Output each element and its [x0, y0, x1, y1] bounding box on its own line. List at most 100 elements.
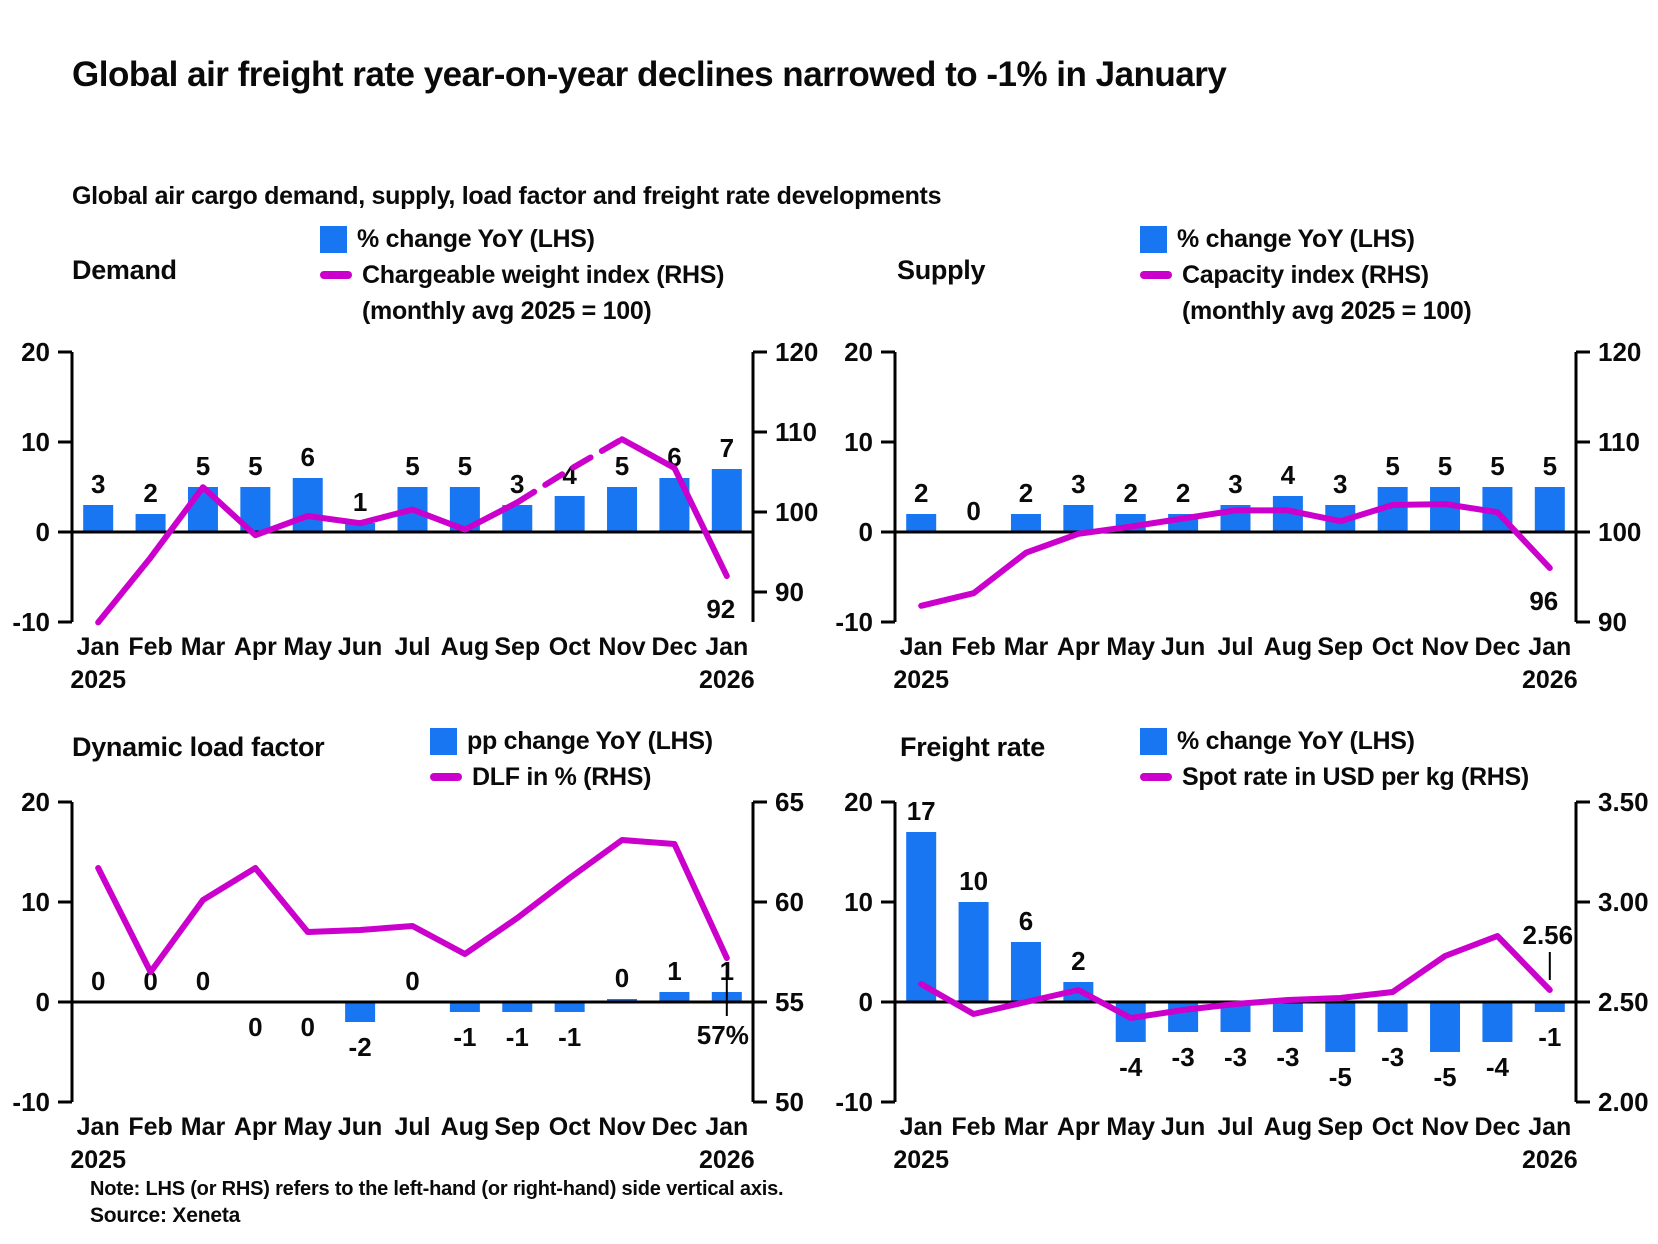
- bar-label: 3: [1333, 469, 1347, 499]
- right-tick-label: 110: [1598, 427, 1640, 457]
- bar: [1010, 942, 1041, 1002]
- bar-label: 2: [1123, 478, 1137, 508]
- bar-label: 10: [959, 866, 988, 896]
- bar-label: 5: [1490, 451, 1504, 481]
- legend-label: % change YoY (LHS): [1177, 726, 1415, 755]
- bars-group: 17 10 6 2 -4 -3 -3 -3 -5 -3 -5 -4 -1: [906, 796, 1565, 1092]
- year-label: 2026: [1522, 666, 1578, 694]
- bar-label: 5: [458, 451, 472, 481]
- bar-label: 0: [248, 1012, 262, 1042]
- right-tick-label: 3.00: [1598, 887, 1649, 917]
- bar-label: -1: [1538, 1022, 1561, 1052]
- month-label: Jan: [77, 633, 120, 661]
- bar-label: 5: [1543, 451, 1557, 481]
- legend-row: % change YoY (LHS): [1140, 224, 1471, 254]
- legend-row: Chargeable weight index (RHS): [320, 260, 724, 290]
- bar-label: 7: [720, 433, 734, 463]
- bar-label: -5: [1329, 1062, 1352, 1092]
- bar-label: 2: [1176, 478, 1190, 508]
- month-label: Jun: [1161, 1113, 1205, 1141]
- month-label: Jan: [77, 1113, 120, 1141]
- legend-label: % change YoY (LHS): [357, 224, 595, 253]
- line-series-swatch-icon: [1140, 271, 1172, 279]
- legend-note: (monthly avg 2025 = 100): [362, 296, 652, 325]
- line-end-label: 96: [1529, 586, 1558, 616]
- bar-label: -4: [1486, 1052, 1510, 1082]
- legend-row: (monthly avg 2025 = 100): [320, 296, 724, 326]
- month-label: Oct: [549, 1113, 591, 1141]
- bar-series-swatch-icon: [320, 225, 347, 253]
- right-tick-label: 2.00: [1598, 1087, 1649, 1117]
- left-tick-label: -10: [12, 607, 50, 637]
- line-series: [619, 436, 730, 579]
- right-tick-label: 90: [1598, 607, 1627, 637]
- right-tick-label: 2.50: [1598, 987, 1649, 1017]
- legend-note: (monthly avg 2025 = 100): [1182, 296, 1472, 325]
- bar-label: 2: [143, 478, 157, 508]
- bar: [1010, 514, 1041, 532]
- bar-label: 5: [1438, 451, 1452, 481]
- month-label: Jun: [1161, 633, 1205, 661]
- bar-label: 2: [1071, 946, 1085, 976]
- legend-label: pp change YoY (LHS): [467, 726, 713, 755]
- bar-label: 5: [615, 451, 629, 481]
- right-tick-label: 100: [775, 497, 818, 527]
- year-label: 2025: [893, 666, 949, 694]
- month-label: Mar: [1004, 1113, 1049, 1141]
- bar: [1272, 1002, 1303, 1032]
- bar: [502, 1002, 533, 1012]
- legend-label: Capacity index (RHS): [1182, 260, 1429, 289]
- month-label: Apr: [234, 633, 277, 661]
- month-label: May: [1106, 633, 1155, 661]
- bar-label: 6: [1019, 906, 1033, 936]
- freight-legend: % change YoY (LHS) Spot rate in USD per …: [1140, 726, 1529, 792]
- line-series-swatch-icon: [1140, 773, 1172, 781]
- bar-label: -4: [1119, 1052, 1143, 1082]
- legend-row: pp change YoY (LHS): [430, 726, 713, 756]
- month-label: Nov: [1421, 633, 1468, 661]
- bar-label: 4: [1281, 460, 1296, 490]
- bar: [1534, 1002, 1565, 1012]
- month-label: May: [283, 633, 332, 661]
- bar-label: 0: [405, 966, 419, 996]
- month-label: Jun: [338, 1113, 382, 1141]
- month-label: Oct: [1372, 1113, 1414, 1141]
- left-tick-label: 10: [844, 887, 873, 917]
- bar-label: -1: [558, 1022, 581, 1052]
- legend-label: Chargeable weight index (RHS): [362, 260, 725, 289]
- bar-label: 5: [196, 451, 210, 481]
- line-series-swatch-icon: [430, 773, 462, 781]
- year-label: 2026: [699, 1146, 755, 1174]
- source-label: Source: Xeneta: [90, 1204, 241, 1227]
- year-label: 2026: [1522, 1146, 1578, 1174]
- left-tick-label: 20: [21, 337, 50, 367]
- month-label: Mar: [1004, 633, 1049, 661]
- month-label: Nov: [598, 1113, 645, 1141]
- bar-label: 3: [510, 469, 524, 499]
- bar-label: -1: [453, 1022, 476, 1052]
- right-tick-label: 120: [775, 337, 818, 367]
- line-end-label: 2.56: [1523, 920, 1574, 950]
- bar-label: 0: [615, 963, 629, 993]
- month-label: Dec: [651, 1113, 697, 1141]
- month-label: Sep: [1317, 633, 1363, 661]
- month-label: Jan: [705, 633, 748, 661]
- month-label: Aug: [441, 1113, 490, 1141]
- freight-panel-title: Freight rate: [900, 732, 1045, 762]
- month-label: Sep: [1317, 1113, 1363, 1141]
- line-series: [918, 501, 1553, 609]
- bar-label: 1: [667, 956, 681, 986]
- month-label: Jan: [900, 1113, 943, 1141]
- month-label: Mar: [181, 633, 226, 661]
- bar: [1482, 1002, 1513, 1042]
- bar-label: 3: [1228, 469, 1242, 499]
- bar: [1377, 1002, 1408, 1032]
- bar-label: 2: [1019, 478, 1033, 508]
- bar: [554, 1002, 585, 1012]
- legend-row: % change YoY (LHS): [320, 224, 724, 254]
- supply-legend: % change YoY (LHS) Capacity index (RHS) …: [1140, 224, 1472, 326]
- left-tick-label: 10: [844, 427, 873, 457]
